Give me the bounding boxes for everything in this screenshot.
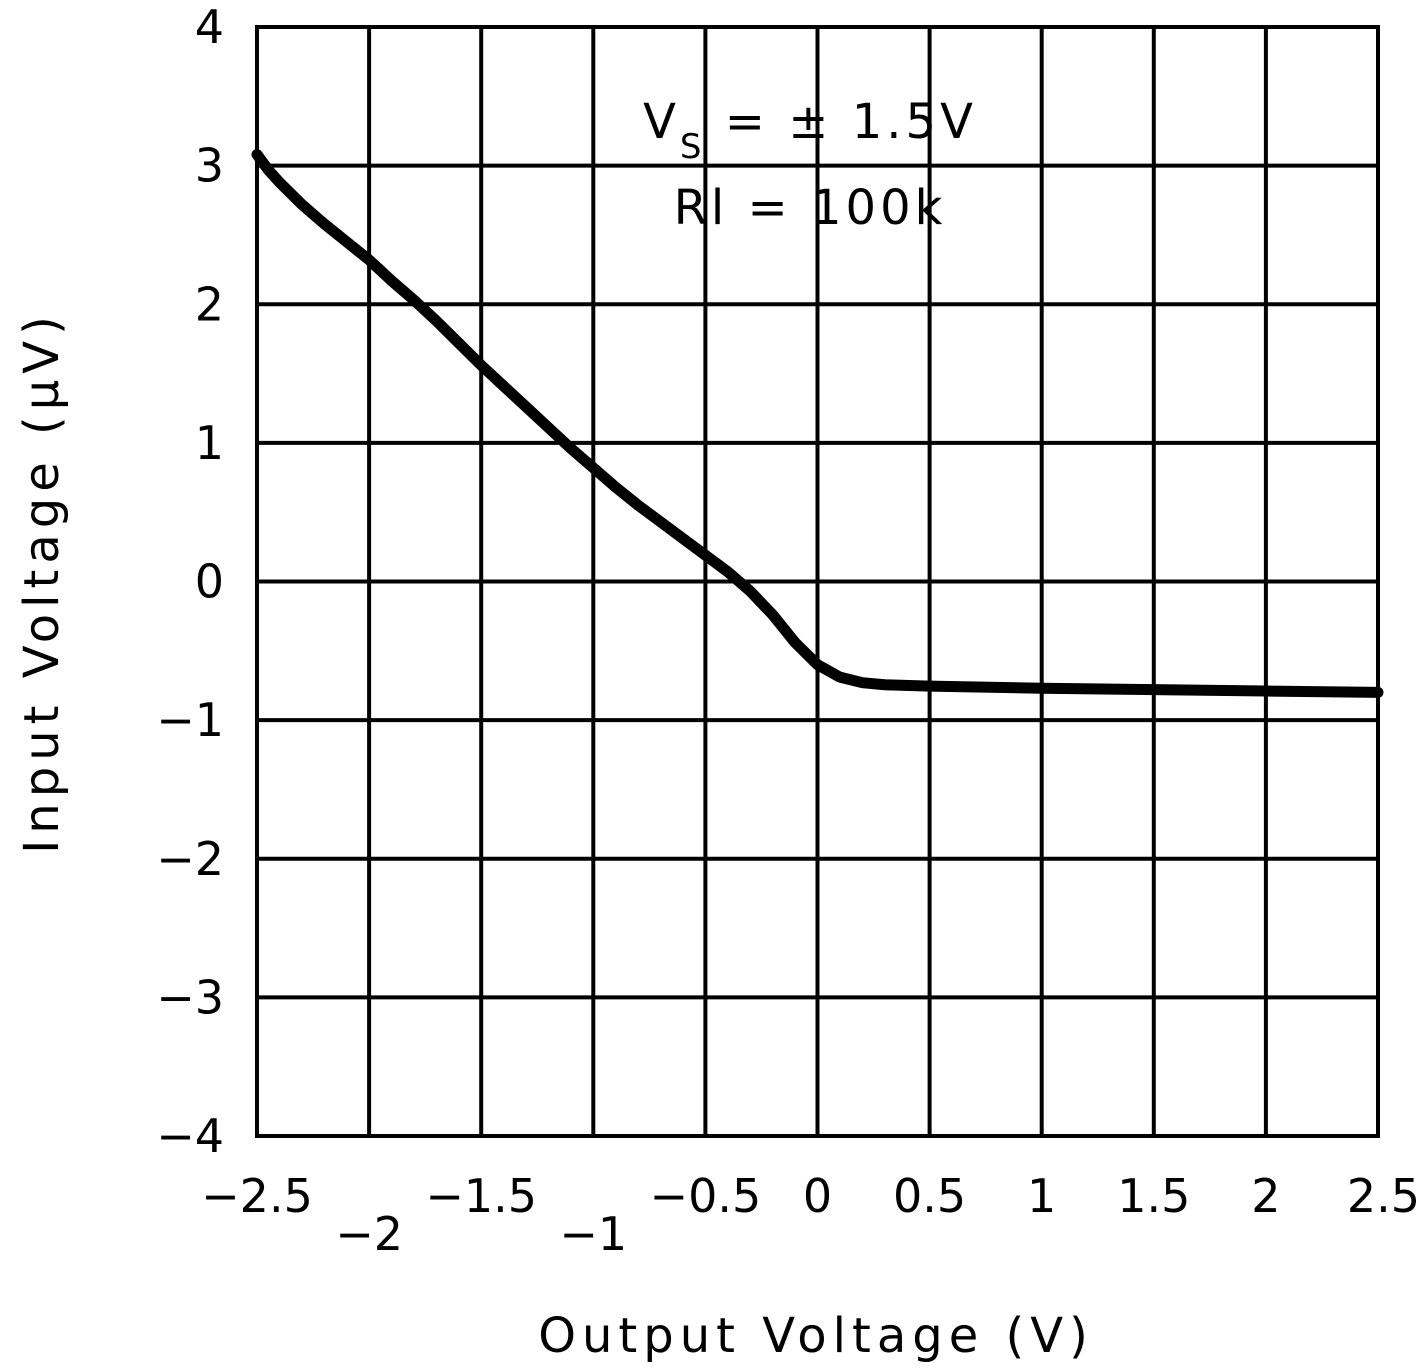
y-tick-label: −2 xyxy=(156,832,224,886)
x-axis-title: Output Voltage (V) xyxy=(538,1308,1094,1364)
x-tick-label: −1 xyxy=(559,1207,627,1261)
x-tick-label: 1 xyxy=(1027,1169,1056,1223)
x-tick-label: −1.5 xyxy=(425,1169,537,1223)
y-tick-label: −3 xyxy=(156,970,224,1024)
annotation-subscript: S xyxy=(680,127,706,167)
y-tick-label: 3 xyxy=(195,139,224,193)
y-axis-title: Input Voltage (μV) xyxy=(14,310,70,854)
supply-voltage-annotation: VS = ± 1.5V xyxy=(643,94,977,167)
x-tick-label: 2 xyxy=(1251,1169,1280,1223)
annotation-v: V xyxy=(643,94,680,150)
y-tick-label: 0 xyxy=(195,555,224,609)
x-tick-label: −2 xyxy=(335,1207,403,1261)
y-tick-label: −4 xyxy=(156,1109,224,1163)
x-tick-label: −2.5 xyxy=(201,1169,313,1223)
x-tick-label: 1.5 xyxy=(1117,1169,1190,1223)
x-tick-label: 2.5 xyxy=(1347,1169,1420,1223)
y-tick-label: 1 xyxy=(195,416,224,470)
y-tick-label: 4 xyxy=(195,0,224,54)
x-tick-labels: −2.5 −2 −1.5 −1 −0.5 0 0.5 1 1.5 2 2.5 xyxy=(201,1169,1420,1261)
y-tick-label: 2 xyxy=(195,277,224,331)
y-tick-label: −1 xyxy=(156,693,224,747)
x-tick-label: −0.5 xyxy=(650,1169,762,1223)
load-resistance-annotation: Rl = 100k xyxy=(674,180,947,236)
series-line xyxy=(251,149,1384,698)
y-tick-labels: 4 3 2 1 0 −1 −2 −3 −4 xyxy=(156,0,224,1163)
plot-frame xyxy=(255,25,1380,1138)
x-tick-label: 0 xyxy=(803,1169,832,1223)
x-tick-label: 0.5 xyxy=(893,1169,966,1223)
annotation-equals: = ± 1.5V xyxy=(706,94,977,150)
